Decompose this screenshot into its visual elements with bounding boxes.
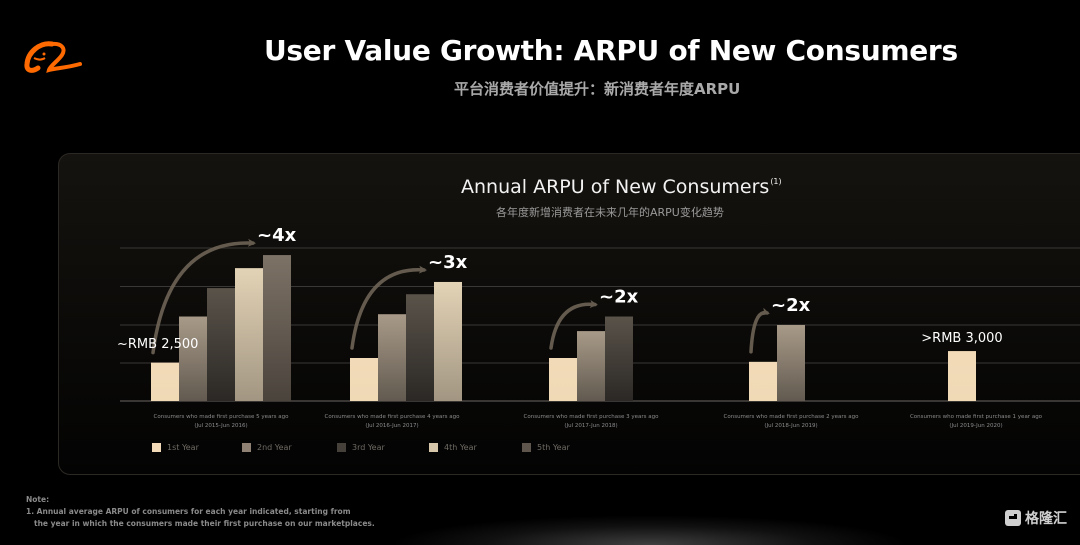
legend-swatch (429, 443, 438, 452)
growth-multiplier-label: ~4x (257, 225, 297, 246)
category-label: Consumers who made first purchase 2 year… (724, 414, 860, 420)
bar-3rd-year (406, 294, 434, 401)
legend-item: 5th Year (522, 443, 570, 452)
bar-2nd-year (179, 316, 207, 401)
footnote-line-1: 1. Annual average ARPU of consumers for … (26, 507, 351, 516)
growth-multiplier-label: ~3x (428, 252, 468, 273)
bar-2nd-year (577, 331, 605, 401)
growth-multiplier-label: ~2x (599, 287, 639, 308)
category-label: Consumers who made first purchase 5 year… (154, 414, 290, 420)
bar-3rd-year (605, 316, 633, 401)
legend-swatch (522, 443, 531, 452)
growth-arrow (350, 265, 427, 350)
value-label: ~RMB 2,500 (117, 337, 198, 352)
category-period: (Jul 2018-Jun 2019) (764, 423, 817, 429)
chart-subtitle: 各年度新增消费者在未来几年的ARPU变化趋势 (496, 206, 724, 219)
category-period: (Jul 2015-Jun 2016) (194, 423, 247, 429)
legend-swatch (242, 443, 251, 452)
alibaba-logo-icon (24, 41, 82, 73)
chart-title-text: Annual ARPU of New Consumers (461, 176, 770, 198)
growth-arrow (749, 307, 770, 354)
category-period: (Jul 2016-Jun 2017) (365, 423, 418, 429)
bar-1st-year (948, 351, 976, 401)
category-label: Consumers who made first purchase 4 year… (325, 414, 461, 420)
bar-1st-year (350, 357, 378, 401)
footnote: Note: 1. Annual average ARPU of consumer… (26, 494, 375, 530)
growth-multiplier-label: ~2x (771, 295, 811, 316)
bar-4th-year (434, 281, 462, 401)
chart-title: Annual ARPU of New Consumers(1) (461, 176, 782, 198)
bar-4th-year (235, 268, 263, 401)
category-period: (Jul 2019-Jun 2020) (949, 423, 1002, 429)
bar-1st-year (549, 357, 577, 401)
bar-2nd-year (777, 324, 805, 401)
legend-label: 1st Year (167, 443, 199, 452)
page-title: User Value Growth: ARPU of New Consumers (264, 34, 958, 67)
watermark-text: 格隆汇 (1025, 511, 1067, 527)
chart-title-footnote-ref: (1) (770, 177, 782, 186)
category-period: (Jul 2017-Jun 2018) (564, 423, 617, 429)
footnote-line-2: the year in which the consumers made the… (34, 519, 375, 528)
growth-arrow (549, 300, 598, 350)
legend-label: 3rd Year (352, 443, 385, 452)
decorative-wave (390, 515, 910, 545)
growth-arrows (151, 238, 770, 355)
footnote-heading: Note: (26, 495, 50, 504)
legend-item: 3rd Year (337, 443, 385, 452)
bar-1st-year (749, 361, 777, 401)
legend-item: 4th Year (429, 443, 477, 452)
legend-item: 1st Year (152, 443, 199, 452)
bars (151, 255, 976, 401)
legend-swatch (152, 443, 161, 452)
legend-label: 2nd Year (257, 443, 292, 452)
legend-label: 4th Year (444, 443, 477, 452)
gelonghui-logo-icon (1005, 510, 1021, 526)
legend-label: 5th Year (537, 443, 570, 452)
bar-5th-year (263, 255, 291, 401)
legend-item: 2nd Year (242, 443, 292, 452)
bar-3rd-year (207, 288, 235, 401)
legend-swatch (337, 443, 346, 452)
growth-arrow (151, 238, 256, 355)
category-label: Consumers who made first purchase 3 year… (524, 414, 660, 420)
category-label: Consumers who made first purchase 1 year… (910, 414, 1043, 420)
bar-1st-year (151, 362, 179, 401)
watermark: 格隆汇 (1005, 508, 1067, 528)
value-label: >RMB 3,000 (921, 331, 1002, 346)
bar-2nd-year (378, 314, 406, 401)
page-subtitle: 平台消费者价值提升：新消费者年度ARPU (454, 80, 741, 98)
annotations: Consumers who made first purchase 5 year… (117, 225, 1043, 429)
